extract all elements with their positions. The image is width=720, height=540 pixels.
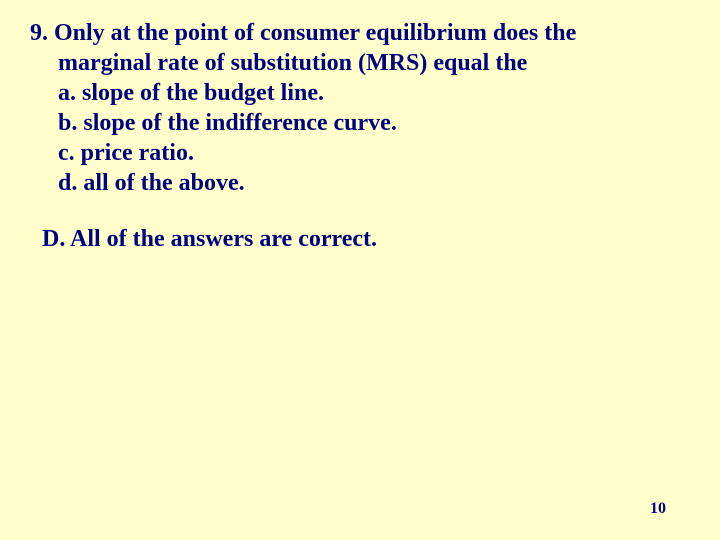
question-stem-line1: 9. Only at the point of consumer equilib… bbox=[30, 18, 690, 48]
answer-text: D. All of the answers are correct. bbox=[30, 226, 690, 253]
option-d: d. all of the above. bbox=[30, 168, 690, 198]
option-b: b. slope of the indifference curve. bbox=[30, 108, 690, 138]
page-number: 10 bbox=[650, 500, 666, 518]
question-block: 9. Only at the point of consumer equilib… bbox=[30, 18, 690, 198]
option-a: a. slope of the budget line. bbox=[30, 78, 690, 108]
slide-content: 9. Only at the point of consumer equilib… bbox=[0, 0, 720, 253]
option-c: c. price ratio. bbox=[30, 138, 690, 168]
question-stem-line2: marginal rate of substitution (MRS) equa… bbox=[30, 48, 690, 78]
